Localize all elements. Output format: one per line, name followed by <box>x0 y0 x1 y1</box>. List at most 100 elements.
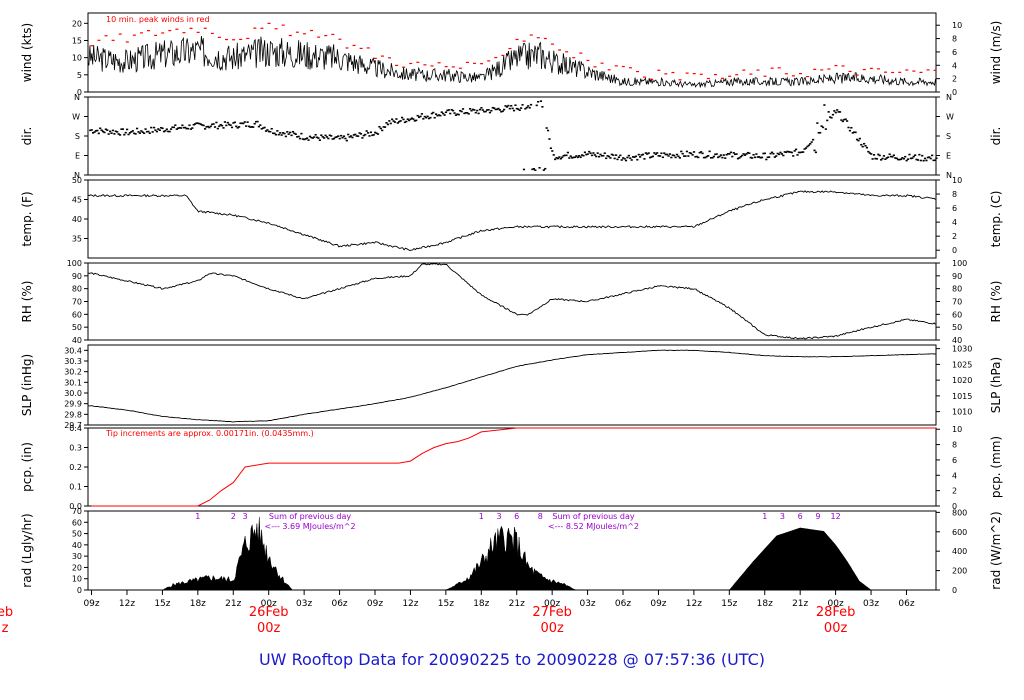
dir-point <box>403 121 407 124</box>
wind-peak-point <box>685 72 689 74</box>
dir-point <box>799 151 802 154</box>
dir-point <box>389 122 392 125</box>
wind-left-tick-label: 15 <box>72 36 82 45</box>
rad-hour-mark: 8 <box>538 512 543 521</box>
dir-point <box>902 157 905 160</box>
dir-point <box>748 152 751 155</box>
dir-point <box>559 157 562 160</box>
dir-point <box>471 108 475 111</box>
dir-point <box>260 127 263 130</box>
dir-point <box>736 157 740 160</box>
dir-point <box>398 120 401 123</box>
wind-peak-point <box>345 47 349 49</box>
wind-peak-point <box>423 64 427 66</box>
wind-peak-point <box>728 75 732 77</box>
dir-point <box>402 118 405 121</box>
wind-annotation: 10 min. peak winds in red <box>106 15 210 24</box>
dir-point <box>670 156 673 159</box>
dir-point <box>566 151 570 154</box>
dir-point <box>219 123 222 126</box>
dir-point <box>673 154 676 157</box>
date-hour-label: 00z <box>540 621 564 636</box>
dir-point <box>255 120 258 123</box>
dir-left-tick-label: S <box>75 132 80 141</box>
dir-point <box>218 125 221 128</box>
wind-peak-point <box>125 41 129 43</box>
dir-point <box>573 156 577 159</box>
dir-point <box>637 153 640 156</box>
dir-point <box>274 133 278 136</box>
dir-point <box>639 156 642 158</box>
dir-point <box>758 156 761 158</box>
dir-point <box>563 154 567 157</box>
dir-point <box>473 109 476 111</box>
dir-point <box>188 124 191 127</box>
dir-point <box>167 130 170 133</box>
dir-point <box>450 108 453 111</box>
dir-point <box>537 100 540 103</box>
dir-point <box>215 121 218 124</box>
dir-point <box>756 156 759 158</box>
rad-left-tick-label: 20 <box>72 563 82 572</box>
wind-peak-point <box>324 34 328 37</box>
dir-point <box>134 133 137 135</box>
dir-point <box>656 152 659 154</box>
dir-point <box>773 156 776 158</box>
date-hour-label: 00z <box>257 621 281 636</box>
dir-point <box>630 159 633 161</box>
dir-point <box>206 125 210 128</box>
dir-point <box>684 155 687 157</box>
dir-point <box>593 154 596 156</box>
dir-point <box>463 112 466 115</box>
dir-point <box>770 151 774 154</box>
dir-point <box>617 156 621 159</box>
rad-right-tick-label: 800 <box>952 508 967 517</box>
dir-point <box>575 155 578 157</box>
dir-point <box>321 136 324 138</box>
dir-point <box>880 159 883 161</box>
dir-point <box>486 109 489 111</box>
dir-point <box>819 131 822 134</box>
dir-point <box>664 153 667 156</box>
wind-peak-point <box>905 69 909 71</box>
dir-point <box>592 152 595 154</box>
wind-right-tick-label: 10 <box>952 21 962 30</box>
dir-point <box>372 134 375 136</box>
dir-point <box>685 150 689 153</box>
wind-peak-point <box>416 61 420 63</box>
wind-peak-point <box>302 33 306 35</box>
dir-right-tick-label: W <box>946 113 954 122</box>
slp-right-tick-label: 1015 <box>952 392 972 401</box>
dir-point <box>605 157 608 160</box>
dir-point <box>182 126 185 129</box>
wind-right-tick-label: 8 <box>952 35 957 44</box>
rh-left-tick-label: 90 <box>72 272 82 281</box>
dir-point <box>631 156 635 158</box>
dir-point <box>807 144 810 147</box>
wind-peak-point <box>593 66 597 68</box>
wind-peak-point <box>402 66 406 68</box>
dir-right-tick-label: E <box>946 152 951 161</box>
dir-point <box>626 156 629 159</box>
dir-point <box>649 156 652 159</box>
dir-point <box>721 156 724 159</box>
dir-right-tick-label: N <box>946 171 952 180</box>
dir-point <box>147 130 150 133</box>
rad-hour-mark: 3 <box>243 512 248 521</box>
dir-point <box>894 157 897 159</box>
dir-point <box>634 155 638 158</box>
dir-point <box>724 157 727 159</box>
wind-peak-point <box>891 71 895 74</box>
rh-left-tick-label: 100 <box>67 259 82 268</box>
rad-right-tick-label: 400 <box>952 547 967 556</box>
dir-point <box>208 126 211 129</box>
wind-peak-point <box>614 65 618 67</box>
wind-peak-point <box>274 28 278 30</box>
dir-point <box>110 132 113 134</box>
dir-point <box>264 130 268 132</box>
dir-point <box>184 126 187 129</box>
rh-right-tick-label: 70 <box>952 298 962 307</box>
dir-point <box>741 154 744 157</box>
dir-point <box>195 122 198 124</box>
dir-point <box>914 154 917 156</box>
